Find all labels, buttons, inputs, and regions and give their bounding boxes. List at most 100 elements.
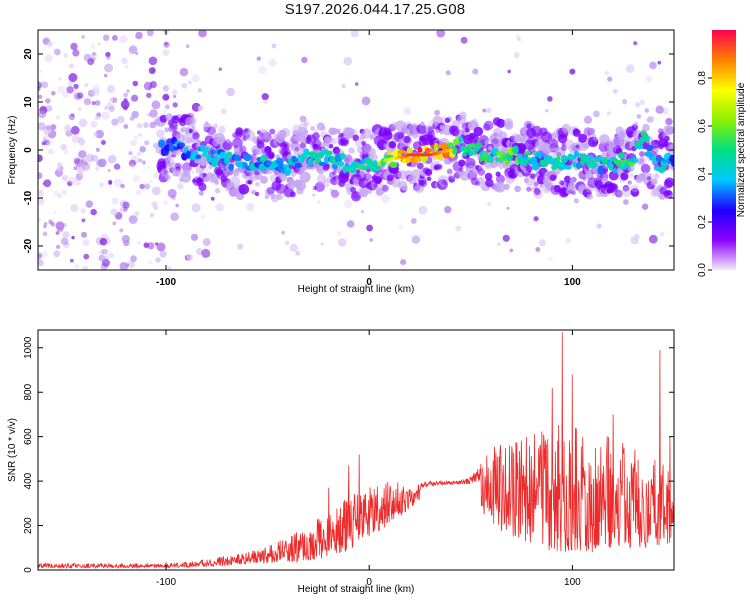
spectrogram-noise-blob — [533, 216, 539, 222]
spectrogram-halo-blob — [437, 164, 443, 170]
spectrogram-noise-blob — [163, 41, 170, 48]
snr-y-ticks: 0 200 400 600 800 1000 — [23, 336, 674, 573]
spectrogram-halo-blob — [571, 187, 577, 193]
spectrogram-noise-blob — [108, 105, 115, 112]
spectrogram-halo-blob — [175, 133, 185, 143]
spectrogram-noise-blob — [573, 198, 579, 204]
spectrogram-noise-blob — [126, 89, 130, 93]
spectrogram-y-tick-label: -20 — [23, 238, 34, 253]
spectrogram-noise-blob — [149, 81, 157, 89]
spectrogram-halo-blob — [264, 187, 275, 198]
spectrogram-halo-blob — [475, 123, 480, 128]
spectrogram-noise-blob — [71, 235, 75, 240]
spectrogram-y-tick-label: 10 — [23, 96, 34, 108]
snr-x-tick-label: 0 — [366, 577, 372, 588]
spectrogram-ridge-blob — [213, 155, 221, 162]
spectrogram-noise-blob — [81, 34, 86, 39]
spectrogram-halo-blob — [336, 128, 341, 134]
spectrogram-halo-blob — [345, 157, 350, 162]
spectrogram-halo-blob — [654, 147, 659, 153]
spectrogram-noise-blob — [172, 102, 178, 108]
spectrogram-halo-blob — [352, 134, 360, 142]
spectrogram-noise-blob — [110, 208, 117, 216]
spectrogram-noise-blob — [70, 258, 74, 263]
spectrogram-ridge-blob — [632, 157, 639, 164]
spectrogram-noise-blob — [146, 92, 152, 99]
spectrogram-noise-blob — [218, 67, 222, 71]
spectrogram-noise-blob — [179, 67, 189, 77]
spectrogram-noise-blob — [398, 225, 403, 230]
spectrogram-halo-blob — [539, 184, 544, 189]
spectrogram-halo-blob — [306, 136, 313, 143]
spectrogram-noise-blob — [121, 234, 130, 244]
spectrogram-halo-blob — [621, 186, 633, 198]
spectrogram-halo-blob — [531, 125, 542, 137]
spectrogram-noise-blob — [172, 126, 178, 132]
spectrogram-halo-blob — [296, 187, 304, 195]
spectrogram-noise-blob — [606, 111, 611, 116]
spectrogram-ridge-blob — [243, 153, 252, 162]
spectrogram-halo-blob — [397, 170, 408, 180]
spectrogram-halo-blob — [316, 122, 325, 131]
spectrogram-halo-blob — [290, 191, 296, 198]
spectrogram-halo-blob — [427, 126, 435, 133]
spectrogram-halo-blob — [214, 188, 221, 194]
spectrogram-noise-blob — [120, 183, 125, 189]
spectrogram-halo-blob — [254, 169, 260, 176]
spectrogram-ridge-blob — [635, 144, 644, 150]
spectrogram-noise-blob — [43, 224, 47, 229]
spectrogram-halo-blob — [299, 122, 308, 132]
spectrogram-halo-blob — [282, 143, 288, 149]
spectrogram-ridge-blob — [362, 165, 369, 171]
spectrogram-noise-blob — [583, 115, 593, 124]
spectrogram-noise-blob — [132, 80, 139, 87]
spectrogram-noise-blob — [38, 190, 44, 197]
spectrogram-noise-blob — [639, 99, 645, 106]
spectrogram-ridge-blob — [210, 149, 215, 155]
spectrogram-noise-blob — [149, 213, 154, 218]
spectrogram-noise-blob — [104, 255, 109, 260]
spectrogram-noise-blob — [74, 158, 84, 168]
spectrogram-noise-blob — [55, 244, 61, 250]
spectrogram-ridge-blob — [337, 161, 345, 167]
spectrogram-noise-blob — [72, 49, 80, 57]
spectrogram-noise-blob — [487, 201, 492, 206]
spectrogram-noise-blob — [68, 80, 74, 87]
spectrogram-noise-blob — [130, 163, 135, 168]
spectrogram-noise-blob — [39, 69, 43, 73]
spectrogram-ridge-blob — [560, 155, 569, 164]
spectrogram-halo-blob — [277, 193, 285, 200]
spectrogram-halo-blob — [570, 176, 577, 183]
spectrogram-halo-blob — [208, 164, 213, 170]
spectrogram-halo-blob — [487, 146, 493, 151]
spectrogram-noise-blob — [246, 202, 255, 212]
spectrogram-halo-blob — [650, 178, 658, 186]
spectrogram-ridge-blob — [617, 152, 625, 159]
spectrogram-noise-blob — [95, 129, 104, 139]
spectrogram-noise-blob — [52, 211, 57, 215]
spectrogram-ridge-blob — [202, 151, 208, 157]
spectrogram-halo-blob — [372, 154, 379, 161]
spectrogram-halo-blob — [247, 180, 253, 185]
spectrogram-noise-blob — [123, 124, 129, 129]
spectrogram-noise-blob — [130, 139, 137, 146]
spectrogram-noise-blob — [411, 235, 421, 244]
spectrogram-x-axis-label: Height of straight line (km) — [298, 284, 415, 295]
spectrogram-halo-blob — [411, 130, 420, 139]
spectrogram-ridge-blob — [405, 156, 411, 164]
spectrogram-noise-blob — [101, 258, 110, 267]
spectrogram-noise-blob — [103, 34, 110, 41]
spectrogram-noise-blob — [215, 203, 225, 212]
spectrogram-noise-blob — [107, 169, 111, 172]
spectrogram-noise-blob — [40, 250, 48, 258]
spectrogram-halo-blob — [312, 132, 320, 141]
spectrogram-halo-blob — [465, 157, 476, 169]
spectrogram-ridge-blob — [669, 154, 674, 163]
spectrogram-halo-blob — [636, 156, 646, 166]
spectrogram-noise-blob — [98, 254, 106, 262]
spectrogram-noise-blob — [497, 242, 501, 246]
spectrogram-noise-blob — [655, 173, 659, 177]
colorbar-tick-label: 0.2 — [697, 215, 708, 229]
spectrogram-noise-blob — [139, 146, 146, 153]
